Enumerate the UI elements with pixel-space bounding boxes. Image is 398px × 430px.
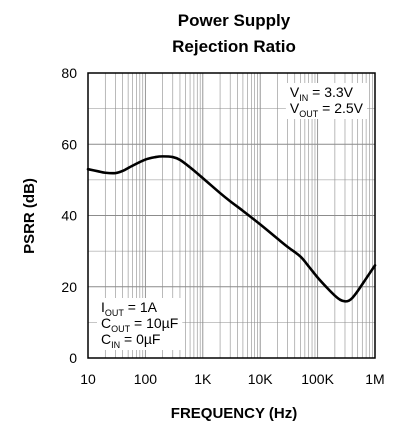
- y-tick-label: 60: [61, 136, 77, 152]
- x-tick-label: 1K: [194, 371, 212, 387]
- x-axis-label: FREQUENCY (Hz): [171, 405, 297, 422]
- chart-title-line-2: Rejection Ratio: [172, 37, 296, 56]
- grid: [88, 73, 375, 358]
- y-tick-label: 0: [69, 350, 77, 366]
- annotation-text: VIN = 3.3V: [290, 84, 354, 103]
- annotation-text: CIN = 0µF: [101, 331, 160, 350]
- annotation-background: [285, 83, 367, 119]
- x-tick-label: 100: [134, 371, 158, 387]
- x-tick-label: 1M: [365, 371, 384, 387]
- annotation-text: COUT = 10µF: [101, 315, 178, 334]
- chart-title-line-1: Power Supply: [178, 11, 291, 30]
- y-tick-label: 80: [61, 65, 77, 81]
- annotation-background: [97, 298, 183, 350]
- x-tick-label: 100K: [301, 371, 334, 387]
- y-axis-label: PSRR (dB): [21, 178, 38, 254]
- annotation-text: IOUT = 1A: [101, 299, 158, 318]
- x-tick-label: 10: [80, 371, 96, 387]
- chart-title: Power Supply Rejection Ratio: [172, 11, 296, 56]
- plot-frame: [87, 72, 376, 359]
- x-tick-label: 10K: [248, 371, 274, 387]
- axis-ticks: 10 100 1K 10K 100K 1M 0 20 40 60 80: [61, 65, 384, 387]
- y-tick-label: 20: [61, 279, 77, 295]
- annotation-text: VOUT = 2.5V: [290, 100, 364, 119]
- y-tick-label: 40: [61, 208, 77, 224]
- series-layer: [86, 155, 377, 303]
- series-line-psrr: [86, 155, 377, 303]
